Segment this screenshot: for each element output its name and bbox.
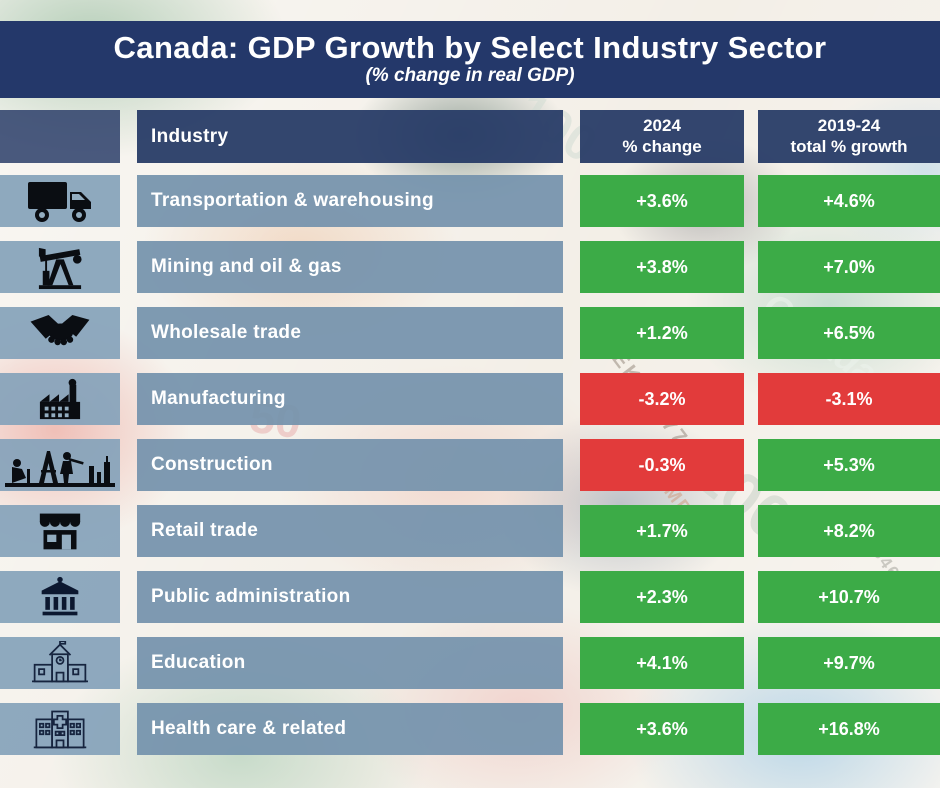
government-building-icon bbox=[38, 575, 82, 619]
table-row: Manufacturing -3.2% -3.1% bbox=[0, 373, 940, 425]
factory-icon bbox=[37, 377, 83, 421]
page-subtitle: (% change in real GDP) bbox=[365, 65, 575, 87]
construction-workers-icon bbox=[5, 443, 115, 487]
table-row: Education +4.1% +9.7% bbox=[0, 637, 940, 689]
truck-icon bbox=[27, 179, 93, 223]
row-icon-cell bbox=[0, 703, 120, 755]
table-row: Retail trade +1.7% +8.2% bbox=[0, 505, 940, 557]
change-2024-value: +4.1% bbox=[580, 637, 744, 689]
industry-name: Education bbox=[137, 637, 563, 689]
growth-2019-24-value: +7.0% bbox=[758, 241, 940, 293]
table-row: Transportation & warehousing +3.6% +4.6% bbox=[0, 175, 940, 227]
change-2024-value: -0.3% bbox=[580, 439, 744, 491]
row-icon-cell bbox=[0, 637, 120, 689]
table-row: Wholesale trade +1.2% +6.5% bbox=[0, 307, 940, 359]
row-icon-cell bbox=[0, 571, 120, 623]
table-header-row: Industry 2024 % change 2019-24 total % g… bbox=[0, 110, 940, 163]
school-icon bbox=[32, 641, 88, 685]
industry-name: Mining and oil & gas bbox=[137, 241, 563, 293]
page-title: Canada: GDP Growth by Select Industry Se… bbox=[113, 29, 827, 65]
industry-column-header: Industry bbox=[137, 110, 563, 163]
change-2024-value: -3.2% bbox=[580, 373, 744, 425]
industry-name: Health care & related bbox=[137, 703, 563, 755]
table-row: Construction -0.3% +5.3% bbox=[0, 439, 940, 491]
oil-pumpjack-icon bbox=[37, 244, 83, 290]
row-icon-cell bbox=[0, 439, 120, 491]
change-2024-value: +3.6% bbox=[580, 703, 744, 755]
growth-2019-24-value: +4.6% bbox=[758, 175, 940, 227]
growth-2019-24-value: -3.1% bbox=[758, 373, 940, 425]
row-icon-cell bbox=[0, 175, 120, 227]
row-icon-cell bbox=[0, 307, 120, 359]
table-row: Health care & related +3.6% +16.8% bbox=[0, 703, 940, 755]
change-2024-column-header: 2024 % change bbox=[580, 110, 744, 163]
industry-name: Construction bbox=[137, 439, 563, 491]
hospital-icon bbox=[32, 707, 88, 751]
growth-2019-24-value: +6.5% bbox=[758, 307, 940, 359]
table-row: Mining and oil & gas +3.8% +7.0% bbox=[0, 241, 940, 293]
change-2024-value: +2.3% bbox=[580, 571, 744, 623]
growth-2019-24-value: +9.7% bbox=[758, 637, 940, 689]
gdp-table: Industry 2024 % change 2019-24 total % g… bbox=[0, 110, 940, 769]
growth-2019-24-value: +8.2% bbox=[758, 505, 940, 557]
growth-2019-24-value: +16.8% bbox=[758, 703, 940, 755]
industry-name: Transportation & warehousing bbox=[137, 175, 563, 227]
industry-name: Wholesale trade bbox=[137, 307, 563, 359]
storefront-icon bbox=[38, 509, 82, 553]
growth-2019-24-column-header: 2019-24 total % growth bbox=[758, 110, 940, 163]
growth-2019-24-value: +5.3% bbox=[758, 439, 940, 491]
industry-name: Public administration bbox=[137, 571, 563, 623]
change-2024-value: +1.2% bbox=[580, 307, 744, 359]
row-icon-cell bbox=[0, 505, 120, 557]
handshake-icon bbox=[29, 314, 91, 352]
row-icon-cell bbox=[0, 373, 120, 425]
change-2024-value: +1.7% bbox=[580, 505, 744, 557]
industry-name: Retail trade bbox=[137, 505, 563, 557]
industry-name: Manufacturing bbox=[137, 373, 563, 425]
growth-2019-24-value: +10.7% bbox=[758, 571, 940, 623]
row-icon-cell bbox=[0, 241, 120, 293]
change-2024-value: +3.6% bbox=[580, 175, 744, 227]
table-row: Public administration +2.3% +10.7% bbox=[0, 571, 940, 623]
title-band: Canada: GDP Growth by Select Industry Se… bbox=[0, 21, 940, 98]
change-2024-value: +3.8% bbox=[580, 241, 744, 293]
icon-column-header bbox=[0, 110, 120, 163]
